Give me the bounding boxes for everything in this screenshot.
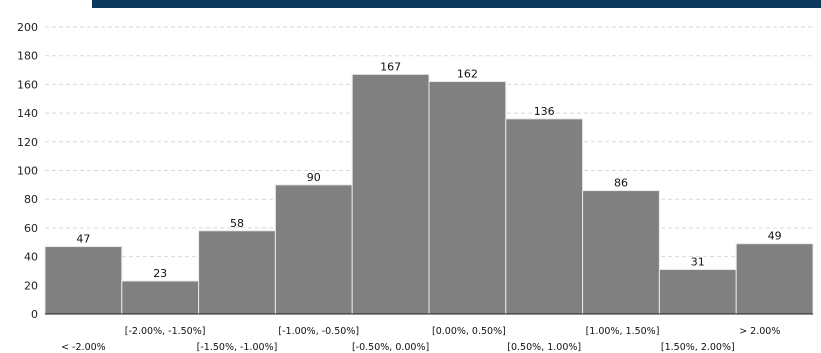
bar-value-label: 86: [614, 177, 628, 190]
y-tick-label: 0: [31, 308, 38, 321]
histogram-bar: [274, 184, 353, 315]
x-category-label: [1.00%, 1.50%]: [586, 326, 660, 337]
bar-value-label: 162: [457, 68, 478, 81]
x-category-label: [0.50%, 1.00%]: [507, 342, 581, 353]
histogram-bar: [505, 118, 584, 315]
y-tick-label: 140: [17, 107, 38, 120]
x-category-label: < -2.00%: [61, 342, 106, 353]
x-category-label: [-2.00%, -1.50%]: [125, 326, 206, 337]
y-tick-label: 180: [17, 50, 38, 63]
y-axis-ticks: 0 20 40 60 80 100 120 140 160 180 200: [17, 21, 38, 321]
y-tick-label: 120: [17, 136, 38, 149]
data-labels: 47 23 58 90 167 162 136 86 31 49: [76, 60, 781, 280]
y-tick-label: 200: [17, 21, 38, 34]
y-tick-label: 60: [24, 222, 38, 235]
x-category-label: > 2.00%: [739, 326, 780, 337]
x-category-label: [1.50%, 2.00%]: [661, 342, 735, 353]
histogram-bar: [428, 81, 507, 315]
x-category-label: [-1.50%, -1.00%]: [197, 342, 278, 353]
histogram-bar: [44, 246, 123, 315]
histogram-bar: [735, 243, 814, 315]
histogram-bar: [121, 280, 200, 315]
x-axis-ticks: < -2.00% [-2.00%, -1.50%] [-1.50%, -1.00%]…: [61, 326, 780, 353]
header-band: [0, 0, 821, 8]
bars: [44, 73, 814, 315]
bar-value-label: 136: [534, 105, 555, 118]
bar-value-label: 167: [380, 60, 401, 73]
x-category-label: [-1.00%, -0.50%]: [278, 326, 359, 337]
y-tick-label: 160: [17, 78, 38, 91]
y-tick-label: 40: [24, 251, 38, 264]
bar-value-label: 90: [307, 171, 321, 184]
histogram-bar: [658, 269, 737, 315]
bar-value-label: 23: [153, 267, 167, 280]
histogram-bar: [582, 190, 660, 315]
bar-value-label: 31: [691, 256, 705, 269]
x-category-label: [-0.50%, 0.00%]: [352, 342, 429, 353]
histogram-bar: [198, 230, 276, 315]
y-tick-label: 80: [24, 193, 38, 206]
y-tick-label: 100: [17, 165, 38, 178]
y-tick-label: 20: [24, 279, 38, 292]
bar-value-label: 58: [230, 217, 244, 230]
bar-value-label: 49: [768, 230, 782, 243]
bar-value-label: 47: [76, 233, 90, 246]
header-tab: [0, 0, 92, 8]
x-category-label: [0.00%, 0.50%]: [432, 326, 506, 337]
histogram-bar: [351, 73, 430, 315]
